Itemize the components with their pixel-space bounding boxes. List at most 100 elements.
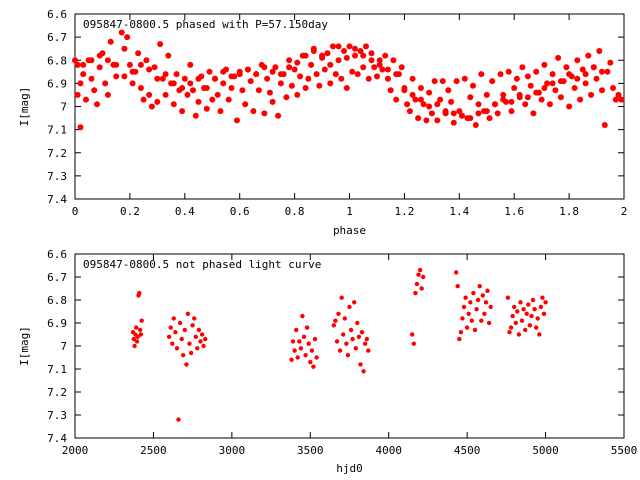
data-point [310, 48, 317, 54]
data-point [96, 64, 103, 71]
data-point [94, 101, 100, 108]
data-point [124, 34, 131, 41]
data-point [352, 52, 358, 59]
data-point [316, 82, 323, 89]
data-series [72, 29, 625, 131]
data-point [508, 325, 514, 330]
data-point [196, 327, 202, 333]
data-point [181, 353, 186, 358]
data-point [459, 112, 465, 119]
data-point [96, 52, 103, 59]
x-tick-label: 1.2 [394, 205, 414, 218]
data-point [533, 89, 540, 96]
data-point [146, 91, 153, 98]
data-point [333, 318, 338, 323]
data-point [416, 272, 421, 277]
data-point [118, 29, 125, 36]
data-point [453, 78, 460, 85]
data-point [515, 309, 520, 314]
data-point [579, 66, 586, 73]
data-point [335, 43, 342, 50]
data-point [360, 52, 367, 59]
data-point [529, 313, 534, 319]
data-point [80, 61, 87, 68]
data-point [523, 327, 528, 333]
data-point [140, 96, 147, 103]
data-point [157, 41, 164, 48]
x-axis-label: phase [333, 224, 366, 237]
data-point [339, 295, 344, 300]
data-point [448, 98, 455, 105]
data-point [327, 61, 334, 68]
data-point [289, 357, 294, 362]
x-tick-label: 0 [72, 205, 79, 218]
data-point [203, 105, 210, 112]
x-tick-label: 1.4 [449, 205, 469, 218]
data-point [195, 346, 200, 351]
data-point [530, 110, 537, 117]
x-tick-label: 3000 [219, 444, 246, 457]
y-tick-label: 6.9 [47, 77, 67, 90]
x-tick-label: 0.2 [120, 205, 140, 218]
data-point [297, 339, 302, 344]
data-point [450, 119, 457, 126]
data-point [582, 80, 589, 87]
data-point [277, 71, 284, 78]
data-point [467, 94, 474, 101]
data-point [417, 85, 424, 91]
x-tick-label: 5000 [532, 444, 559, 457]
data-point [247, 78, 254, 85]
data-point [431, 78, 438, 85]
data-point [214, 91, 221, 98]
data-point [308, 61, 315, 68]
data-point [269, 98, 276, 105]
data-point [220, 68, 227, 75]
data-point [298, 346, 304, 351]
chart-title: 095847-0800.5 not phased light curve [83, 258, 321, 271]
x-tick-label: 1 [346, 205, 353, 218]
data-point [599, 68, 605, 75]
data-point [283, 94, 290, 101]
data-point [421, 274, 426, 280]
data-point [187, 80, 194, 87]
data-point [303, 353, 308, 358]
data-point [266, 89, 273, 96]
data-point [534, 325, 539, 330]
data-point [137, 85, 144, 91]
data-point [261, 64, 268, 71]
data-point [475, 297, 481, 303]
data-point [601, 122, 608, 128]
data-point [474, 307, 479, 312]
data-point [461, 304, 467, 310]
data-point [518, 300, 523, 305]
data-point [486, 115, 493, 122]
data-point [88, 57, 95, 64]
data-point [574, 57, 581, 64]
data-point [524, 311, 529, 316]
data-point [513, 75, 520, 82]
data-point [414, 281, 420, 287]
data-point [464, 325, 470, 330]
data-point [348, 327, 354, 333]
data-point [286, 57, 293, 64]
data-point [187, 341, 192, 346]
data-point [437, 96, 444, 103]
data-point [455, 284, 460, 289]
data-point [135, 50, 142, 57]
data-point [390, 57, 397, 64]
data-point [456, 108, 463, 115]
data-point [162, 91, 169, 98]
data-point [126, 61, 133, 68]
data-point [353, 346, 358, 351]
data-point [434, 101, 441, 108]
data-point [472, 122, 479, 128]
data-point [212, 75, 218, 82]
data-point [374, 73, 380, 80]
data-point [228, 85, 235, 91]
data-point [181, 75, 188, 82]
data-point [134, 325, 139, 330]
data-point [244, 66, 251, 73]
data-point [225, 96, 232, 103]
data-point [355, 320, 360, 326]
data-point [356, 334, 362, 339]
